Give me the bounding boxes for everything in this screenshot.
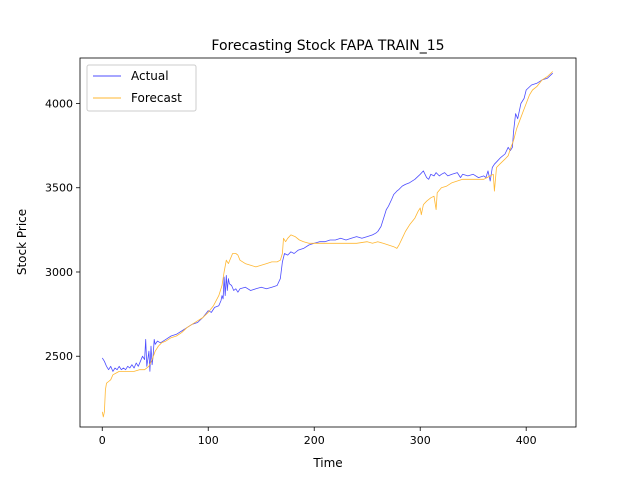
y-tick-label: 2500 [45, 350, 73, 363]
series-layer [101, 71, 553, 418]
x-tick-label: 0 [99, 434, 106, 447]
legend: Actual Forecast [86, 64, 197, 112]
x-axis-ticks: 0 100 200 300 400 [99, 427, 537, 447]
x-tick-label: 400 [516, 434, 537, 447]
series-line-forecast [101, 71, 553, 418]
axes-frame [79, 57, 577, 428]
y-tick-label: 3500 [45, 182, 73, 195]
y-tick-label: 4000 [45, 97, 73, 110]
chart-title: Forecasting Stock FAPA TRAIN_15 [211, 38, 444, 54]
x-axis-label: Time [312, 456, 342, 470]
x-tick-label: 200 [304, 434, 325, 447]
legend-label-forecast: Forecast [131, 91, 182, 105]
plot-area [79, 57, 577, 428]
x-tick-label: 300 [410, 434, 431, 447]
y-axis-ticks: 2500 3000 3500 4000 [45, 97, 80, 363]
y-axis-label: Stock Price [15, 209, 29, 275]
y-tick-label: 3000 [45, 266, 73, 279]
series-line-actual [101, 72, 553, 372]
legend-label-actual: Actual [131, 69, 169, 83]
x-tick-label: 100 [198, 434, 219, 447]
